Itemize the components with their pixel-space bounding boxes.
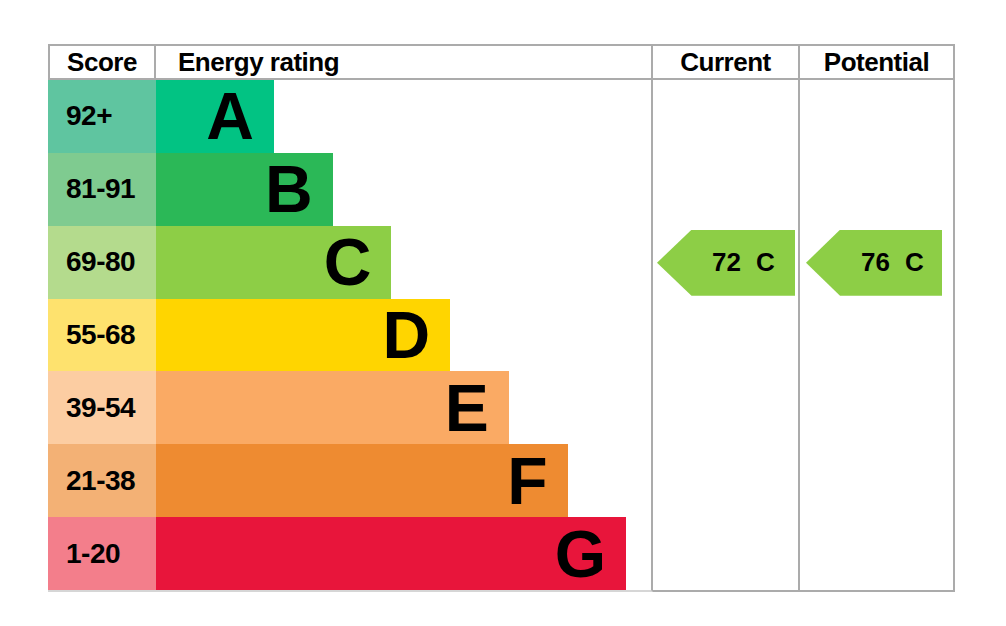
band-row-f: F bbox=[156, 444, 651, 517]
potential-column-header: Potential bbox=[800, 44, 955, 80]
rating-bar-c: C bbox=[156, 226, 391, 299]
rating-letter-f: F bbox=[507, 448, 547, 514]
current-rating-arrow-letter: C bbox=[756, 247, 775, 278]
rating-bar-g: G bbox=[156, 517, 626, 590]
current-rating-column: 72 C bbox=[653, 80, 800, 592]
score-range-e: 39-54 bbox=[48, 371, 156, 444]
band-row-c: C bbox=[156, 226, 651, 299]
score-range-g: 1-20 bbox=[48, 517, 156, 590]
epc-rating-chart: Score Energy rating Current Potential 92… bbox=[48, 44, 955, 592]
band-row-b: B bbox=[156, 153, 651, 226]
rating-letter-d: D bbox=[382, 302, 430, 368]
rating-letter-c: C bbox=[324, 229, 372, 295]
band-row-e: E bbox=[156, 371, 651, 444]
score-range-d: 55-68 bbox=[48, 299, 156, 372]
rating-letter-g: G bbox=[555, 521, 606, 587]
rating-bar-b: B bbox=[156, 153, 333, 226]
potential-rating-arrow-value: 76 bbox=[861, 247, 890, 278]
rating-bar-a: A bbox=[156, 80, 274, 153]
energy-rating-bars: ABCDEFG bbox=[156, 80, 653, 592]
rating-letter-e: E bbox=[445, 375, 489, 441]
score-range-b: 81-91 bbox=[48, 153, 156, 226]
current-rating-arrow-value: 72 bbox=[712, 247, 741, 278]
score-column-header: Score bbox=[48, 44, 156, 80]
rating-letter-b: B bbox=[265, 156, 313, 222]
current-rating-arrow: 72 C bbox=[657, 230, 795, 296]
score-range-c: 69-80 bbox=[48, 226, 156, 299]
band-row-a: A bbox=[156, 80, 651, 153]
potential-rating-column: 76 C bbox=[800, 80, 955, 592]
band-row-d: D bbox=[156, 299, 651, 372]
rating-bar-d: D bbox=[156, 299, 450, 372]
rating-bar-f: F bbox=[156, 444, 568, 517]
potential-rating-arrow: 76 C bbox=[806, 230, 942, 296]
rating-letter-a: A bbox=[206, 83, 254, 149]
rating-bar-e: E bbox=[156, 371, 509, 444]
score-column: 92+81-9169-8055-6839-5421-381-20 bbox=[48, 80, 156, 592]
score-range-f: 21-38 bbox=[48, 444, 156, 517]
potential-rating-arrow-letter: C bbox=[905, 247, 924, 278]
band-row-g: G bbox=[156, 517, 651, 590]
energy-rating-column-header: Energy rating bbox=[156, 44, 653, 80]
current-column-header: Current bbox=[653, 44, 800, 80]
score-range-a: 92+ bbox=[48, 80, 156, 153]
